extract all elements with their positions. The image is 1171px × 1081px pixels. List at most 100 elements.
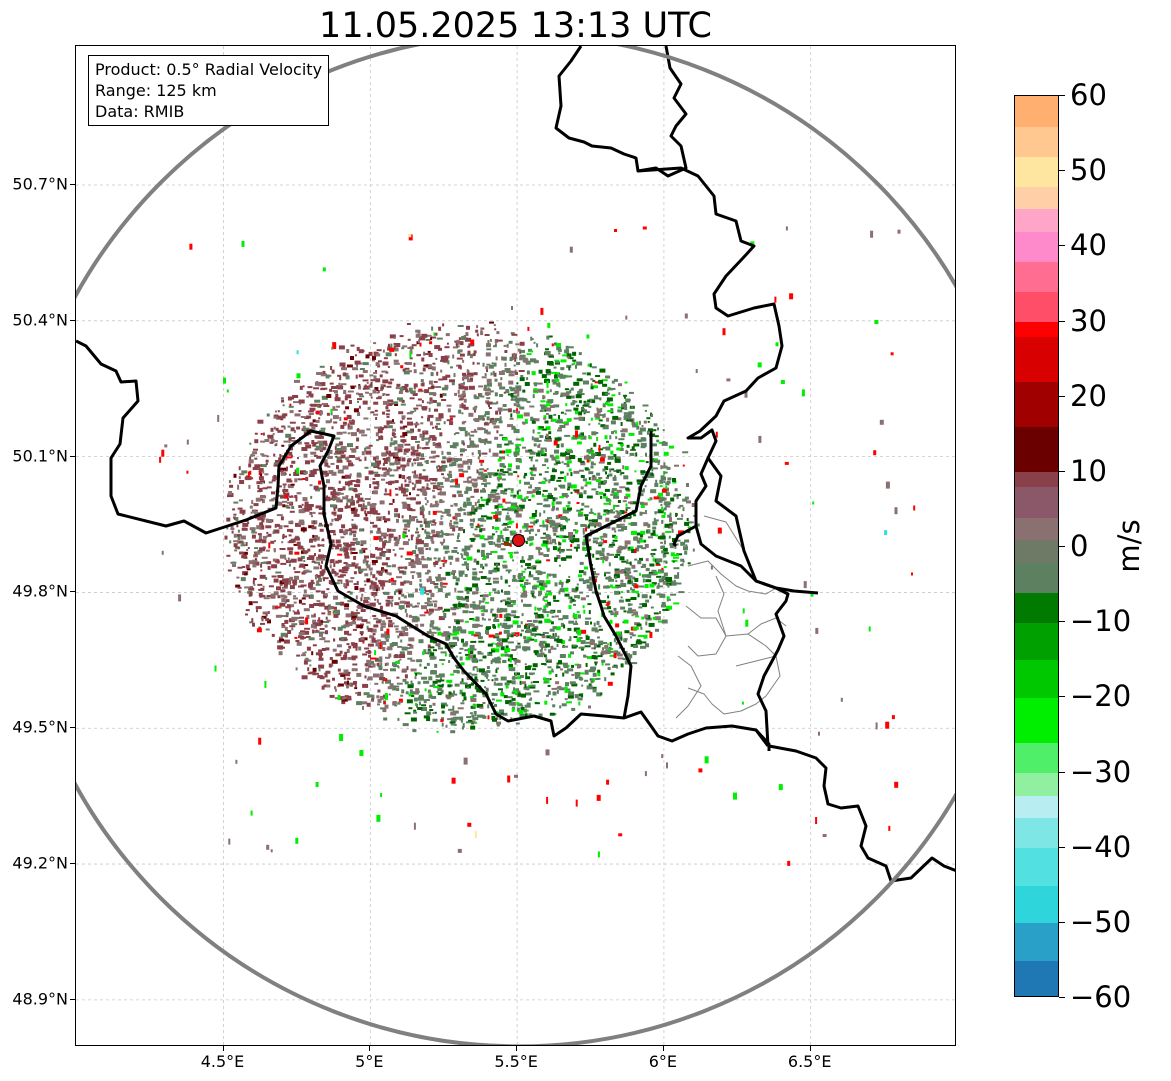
echo-pixel (294, 495, 298, 498)
echo-pixel (370, 553, 376, 558)
echo-pixel (510, 332, 515, 335)
echo-pixel (561, 461, 564, 464)
echo-pixel (426, 631, 430, 635)
echo-pixel (526, 370, 530, 375)
echo-pixel (270, 596, 276, 599)
echo-pixel (528, 486, 533, 489)
echo-pixel (591, 567, 596, 570)
echo-pixel (298, 579, 304, 583)
echo-pixel (571, 673, 575, 676)
echo-pixel (641, 574, 648, 578)
echo-pixel (344, 603, 350, 608)
echo-pixel (536, 607, 542, 610)
echo-pixel (595, 542, 600, 545)
echo-pixel (524, 683, 527, 688)
echo-pixel (387, 646, 393, 651)
echo-pixel (412, 487, 416, 491)
echo-pixel (422, 430, 429, 435)
echo-pixel (598, 640, 604, 645)
echo-pixel (271, 564, 278, 569)
echo-pixel (627, 610, 633, 614)
echo-pixel (475, 329, 479, 333)
echo-pixel (262, 432, 265, 436)
echo-pixel (248, 459, 254, 464)
echo-pixel (226, 517, 231, 522)
echo-pixel (294, 571, 301, 574)
echo-pixel (415, 536, 419, 539)
echo-pixel (321, 590, 326, 594)
echo-pixel (626, 419, 633, 422)
echo-pixel (643, 478, 648, 481)
echo-pixel (365, 354, 370, 359)
echo-pixel (538, 549, 541, 553)
echo-pixel (393, 362, 400, 365)
echo-pixel (461, 393, 466, 396)
echo-pixel (381, 452, 388, 457)
echo-pixel (260, 473, 263, 478)
echo-pixel (379, 374, 383, 378)
echo-pixel (458, 364, 462, 369)
echo-pixel (687, 526, 691, 529)
echo-pixel (551, 698, 553, 701)
echo-pixel (469, 647, 474, 652)
echo-pixel (248, 463, 252, 468)
echo-pixel (539, 435, 544, 438)
echo-pixel (430, 460, 436, 463)
echo-pixel (393, 440, 398, 445)
echo-pixel (590, 383, 593, 388)
echo-pixel (415, 672, 422, 675)
echo-pixel (628, 411, 635, 415)
echo-pixel (393, 435, 397, 438)
echo-pixel (585, 516, 588, 521)
echo-pixel (660, 504, 663, 506)
echo-pixel (322, 382, 326, 386)
echo-pixel (354, 354, 357, 357)
echo-pixel (382, 545, 386, 549)
echo-pixel (432, 455, 436, 459)
echo-pixel (588, 436, 592, 440)
echo-pixel (447, 473, 450, 476)
echo-pixel (302, 530, 305, 533)
echo-pixel (475, 587, 479, 592)
echo-pixel (399, 701, 402, 704)
echo-pixel (318, 652, 324, 656)
echo-pixel (237, 529, 240, 533)
echo-pixel (267, 434, 274, 439)
echo-pixel (611, 380, 615, 384)
echo-pixel (515, 446, 520, 450)
echo-pixel (474, 408, 476, 413)
echo-pixel (433, 565, 436, 568)
echo-pixel (313, 454, 318, 457)
echo-pixel (406, 430, 413, 434)
echo-pixel (481, 543, 486, 548)
echo-pixel (581, 693, 584, 698)
echo-pixel (303, 472, 307, 475)
echo-pixel (403, 370, 410, 375)
echo-pixel (507, 487, 511, 490)
echo-pixel (600, 424, 606, 428)
echo-pixel (494, 704, 497, 707)
echo-pixel (548, 414, 553, 419)
echo-pixel (302, 385, 305, 388)
echo-pixel (596, 472, 601, 476)
echo-pixel (530, 457, 533, 462)
echo-pixel (471, 673, 478, 676)
echo-pixel (653, 583, 657, 586)
echo-pixel (430, 670, 437, 675)
echo-pixel (613, 638, 616, 643)
echo-pixel (514, 397, 521, 402)
echo-pixel (384, 541, 391, 544)
echo-pixel (448, 642, 455, 645)
echo-pixel (503, 522, 510, 525)
echo-pixel (684, 521, 690, 526)
echo-pixel (446, 696, 451, 700)
echo-pixel (400, 555, 403, 558)
echo-pixel (604, 607, 608, 610)
echo-pixel (654, 616, 661, 621)
echo-pixel (568, 536, 573, 540)
echo-pixel (538, 643, 544, 646)
echo-pixel (307, 410, 314, 413)
echo-pixel (426, 578, 431, 581)
echo-pixel (360, 540, 367, 545)
echo-pixel (372, 615, 377, 617)
